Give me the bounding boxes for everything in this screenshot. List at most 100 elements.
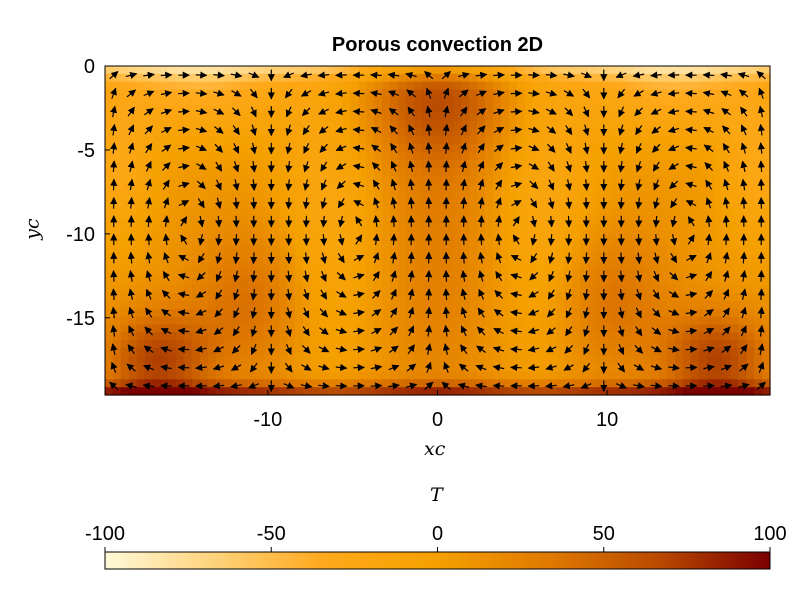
heatmap-cell: [310, 144, 320, 153]
quiver-arrow: [318, 126, 329, 134]
heatmap-cell: [714, 120, 724, 130]
heatmap-cell: [105, 324, 114, 333]
heatmap-cell: [168, 355, 177, 365]
quiver-arrow: [493, 90, 505, 98]
quiver-arrow: [177, 327, 190, 335]
heatmap-cell: [603, 89, 613, 98]
heatmap-cell: [397, 120, 407, 130]
heatmap-cell: [572, 238, 581, 247]
heatmap-cell: [730, 214, 739, 224]
heatmap-cell: [215, 387, 225, 396]
heatmap-cell: [271, 73, 280, 83]
quiver-arrow: [722, 233, 730, 246]
quiver-arrow: [407, 160, 415, 173]
heatmap-cell: [659, 285, 668, 294]
heatmap-cell: [556, 113, 565, 122]
heatmap-cell: [215, 167, 225, 177]
heatmap-cell: [556, 308, 565, 318]
heatmap-cell: [595, 285, 605, 294]
heatmap-cell: [120, 230, 130, 239]
heatmap-cell: [200, 136, 209, 145]
heatmap-cell: [437, 144, 447, 153]
heatmap-cell: [524, 316, 534, 326]
heatmap-cell: [627, 387, 637, 396]
heatmap-cell: [105, 152, 114, 161]
heatmap-cell: [207, 301, 217, 310]
heatmap-cell: [485, 128, 494, 138]
heatmap-cell: [461, 113, 470, 122]
heatmap-cell: [595, 136, 605, 145]
heatmap-cell: [326, 120, 336, 130]
heatmap-cell: [730, 175, 739, 185]
heatmap-cell: [112, 66, 122, 75]
quiver-arrows: [109, 69, 766, 393]
quiver-arrow: [408, 142, 415, 154]
heatmap-cell: [722, 355, 732, 365]
quiver-arrow: [582, 124, 590, 136]
heatmap-cell: [382, 89, 391, 98]
heatmap-cell: [295, 238, 304, 247]
heatmap-cell: [168, 207, 177, 216]
heatmap-cell: [746, 371, 755, 380]
heatmap-cell: [643, 269, 652, 279]
heatmap-cell: [556, 160, 565, 169]
heatmap-cell: [762, 324, 771, 333]
heatmap-cell: [382, 175, 391, 185]
heatmap-cell: [698, 152, 708, 161]
heatmap-cell: [413, 387, 423, 396]
heatmap-cell: [682, 285, 692, 294]
quiver-arrow: [583, 344, 590, 355]
quiver-arrow: [705, 233, 713, 246]
heatmap-cell: [548, 167, 557, 177]
quiver-arrow: [477, 178, 485, 191]
heatmap-cell: [279, 89, 288, 98]
heatmap-cell: [326, 246, 336, 255]
heatmap-cell: [231, 269, 241, 279]
heatmap-cell: [310, 340, 320, 349]
heatmap-cell: [287, 261, 296, 271]
heatmap-cell: [215, 316, 225, 326]
heatmap-cell: [239, 199, 249, 208]
heatmap-cell: [397, 175, 407, 185]
heatmap-cell: [738, 66, 747, 75]
heatmap-cell: [255, 199, 264, 208]
heatmap-cell: [516, 66, 526, 75]
heatmap-cell: [295, 199, 304, 208]
heatmap-cell: [231, 316, 241, 326]
heatmap-cell: [580, 371, 589, 380]
heatmap-cell: [160, 81, 169, 91]
heatmap-cell: [754, 66, 763, 75]
heatmap-cell: [500, 167, 510, 177]
quiver-arrow: [110, 160, 118, 173]
heatmap-cell: [168, 363, 177, 373]
heatmap-cell: [342, 214, 352, 224]
heatmap-cell: [279, 144, 288, 153]
heatmap-cell: [152, 293, 162, 302]
heatmap-cell: [469, 183, 478, 192]
heatmap-cell: [730, 152, 739, 161]
heatmap-cell: [469, 152, 478, 161]
heatmap-cell: [500, 222, 510, 232]
heatmap-cell: [643, 144, 652, 153]
heatmap-cell: [247, 238, 257, 247]
heatmap-cell: [310, 175, 320, 185]
heatmap-cell: [714, 293, 724, 302]
quiver-arrow: [528, 144, 540, 152]
heatmap-cell: [136, 261, 146, 271]
heatmap-cell: [469, 269, 478, 279]
heatmap-cell: [746, 160, 755, 169]
heatmap-cell: [374, 387, 383, 396]
heatmap-cell: [437, 120, 447, 130]
heatmap-cell: [587, 324, 597, 333]
heatmap-cell: [366, 144, 375, 153]
heatmap-cell: [532, 316, 542, 326]
quiver-arrow: [178, 163, 190, 171]
colorbar-ticks: -100 -50 0 50 100: [85, 523, 787, 552]
heatmap-cell: [271, 222, 280, 232]
quiver-arrow: [723, 178, 730, 191]
heatmap-cell: [144, 81, 154, 91]
heatmap-cell: [358, 167, 367, 177]
heatmap-cell: [295, 128, 304, 138]
heatmap-cell: [176, 277, 185, 286]
heatmap-cell: [207, 73, 217, 83]
